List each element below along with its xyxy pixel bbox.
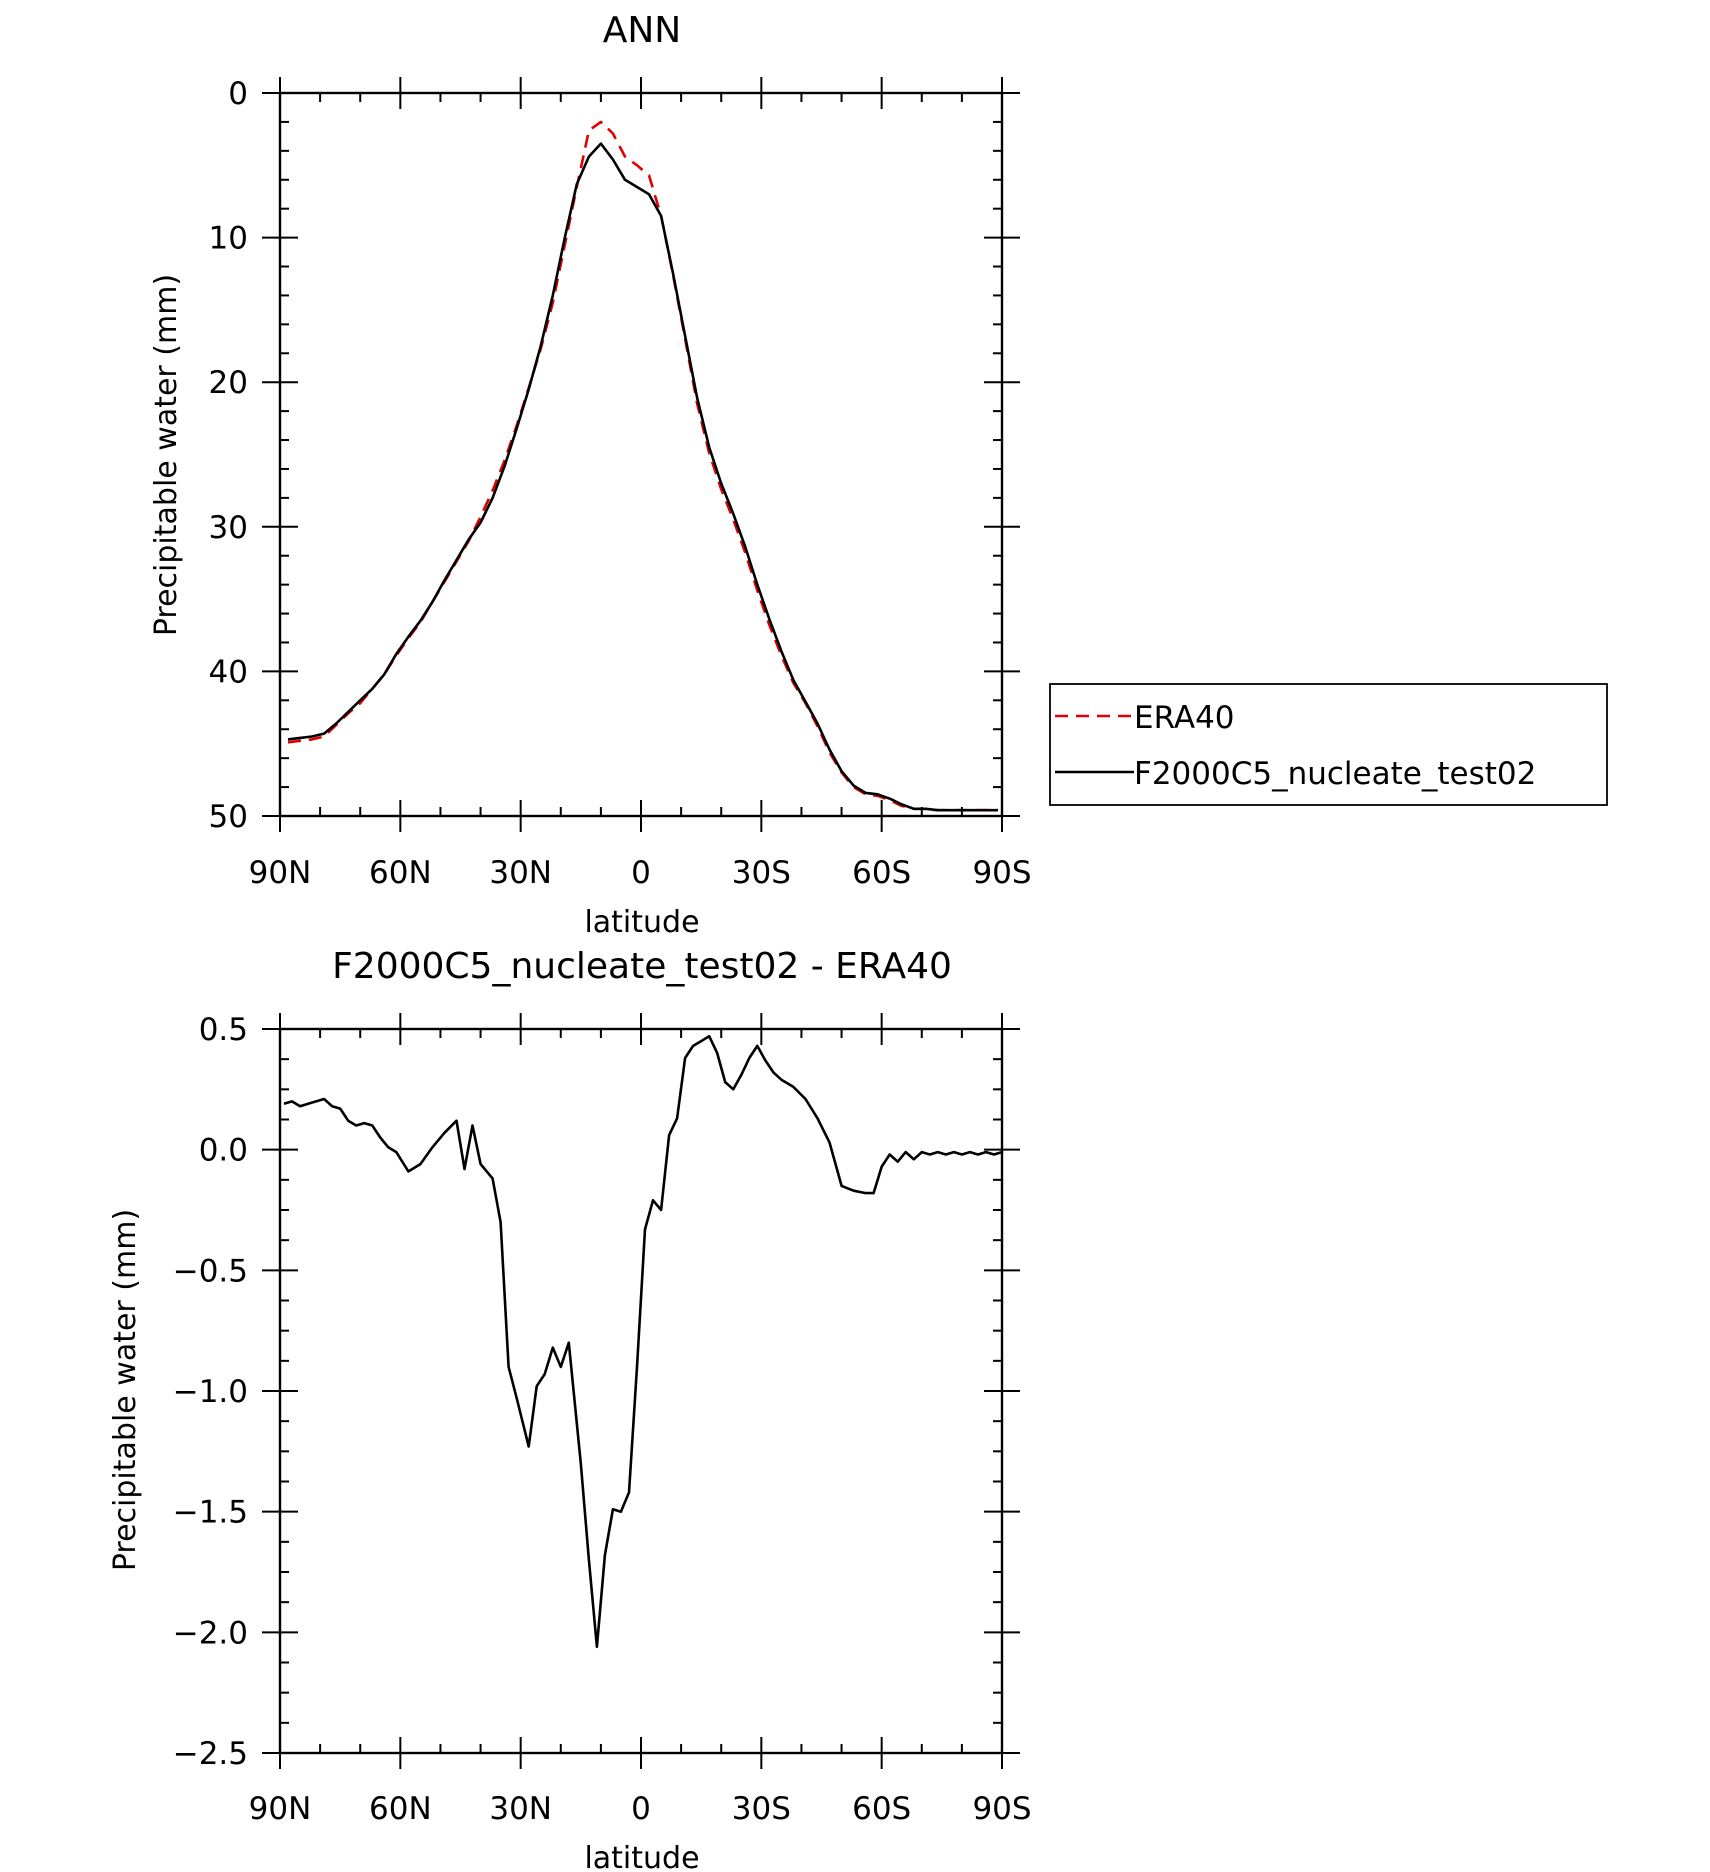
y-tick-label: 0 bbox=[228, 76, 248, 112]
y-tick-label: −1.5 bbox=[173, 1495, 248, 1531]
top-axis-ticks bbox=[262, 77, 1020, 832]
legend-label-model: F2000C5_nucleate_test02 bbox=[1134, 756, 1536, 792]
bottom-panel: F2000C5_nucleate_test02 - ERA40 90N 60N 30… bbox=[108, 946, 1032, 1872]
y-tick-label: −1.0 bbox=[173, 1374, 248, 1410]
bottom-y-axis-label: Precipitable water (mm) bbox=[108, 1209, 143, 1571]
top-panel: ANN 90N 60N 30N 0 30S 60S 90S 0 10 20 30 40 50 lati… bbox=[149, 10, 1608, 940]
y-tick-label: −2.0 bbox=[173, 1615, 248, 1651]
series-line-0 bbox=[283, 1034, 1003, 1649]
x-tick-label: 60N bbox=[369, 855, 432, 891]
x-tick-label: 60S bbox=[852, 1791, 911, 1827]
top-y-axis-label: Precipitable water (mm) bbox=[149, 274, 184, 636]
top-x-tick-labels: 90N 60N 30N 0 30S 60S 90S bbox=[249, 855, 1032, 891]
bottom-x-axis-label: latitude bbox=[584, 1841, 699, 1872]
y-tick-label: 30 bbox=[209, 510, 248, 546]
y-tick-label: 50 bbox=[209, 799, 248, 835]
x-tick-label: 30N bbox=[489, 1791, 552, 1827]
bottom-chart-title: F2000C5_nucleate_test02 - ERA40 bbox=[332, 946, 952, 987]
y-tick-label: −0.5 bbox=[173, 1253, 248, 1289]
x-tick-label: 90N bbox=[249, 1791, 312, 1827]
x-tick-label: 0 bbox=[631, 1791, 651, 1827]
x-tick-label: 30S bbox=[732, 855, 791, 891]
series-line-f2000c5-nucleate-test02 bbox=[287, 142, 998, 812]
x-tick-label: 0 bbox=[631, 855, 651, 891]
y-tick-label: 10 bbox=[209, 221, 248, 257]
y-tick-label: 0.5 bbox=[199, 1012, 248, 1048]
x-tick-label: 60N bbox=[369, 1791, 432, 1827]
y-tick-label: −2.5 bbox=[173, 1736, 248, 1772]
y-tick-label: 40 bbox=[209, 654, 248, 690]
bottom-axis-ticks bbox=[262, 1013, 1020, 1769]
x-tick-label: 60S bbox=[852, 855, 911, 891]
bottom-series-lines bbox=[283, 1034, 1003, 1649]
y-tick-label: 0.0 bbox=[199, 1133, 248, 1169]
legend: ERA40 F2000C5_nucleate_test02 bbox=[1049, 683, 1608, 806]
bottom-x-tick-labels: 90N 60N 30N 0 30S 60S 90S bbox=[249, 1791, 1032, 1827]
series-line-era40 bbox=[287, 120, 998, 812]
top-chart-title: ANN bbox=[603, 10, 682, 51]
x-tick-label: 30N bbox=[489, 855, 552, 891]
x-tick-label: 90S bbox=[972, 855, 1031, 891]
x-tick-label: 90S bbox=[972, 1791, 1031, 1827]
x-tick-label: 90N bbox=[249, 855, 312, 891]
y-tick-label: 20 bbox=[209, 365, 248, 401]
bottom-y-tick-labels: 0.5 0.0 −0.5 −1.0 −1.5 −2.0 −2.5 bbox=[173, 1012, 248, 1772]
top-x-axis-label: latitude bbox=[584, 905, 699, 940]
legend-label-era40: ERA40 bbox=[1134, 700, 1235, 736]
legend-box bbox=[1049, 683, 1608, 806]
top-y-tick-labels: 0 10 20 30 40 50 bbox=[209, 76, 248, 835]
top-series-lines bbox=[287, 120, 998, 812]
x-tick-label: 30S bbox=[732, 1791, 791, 1827]
